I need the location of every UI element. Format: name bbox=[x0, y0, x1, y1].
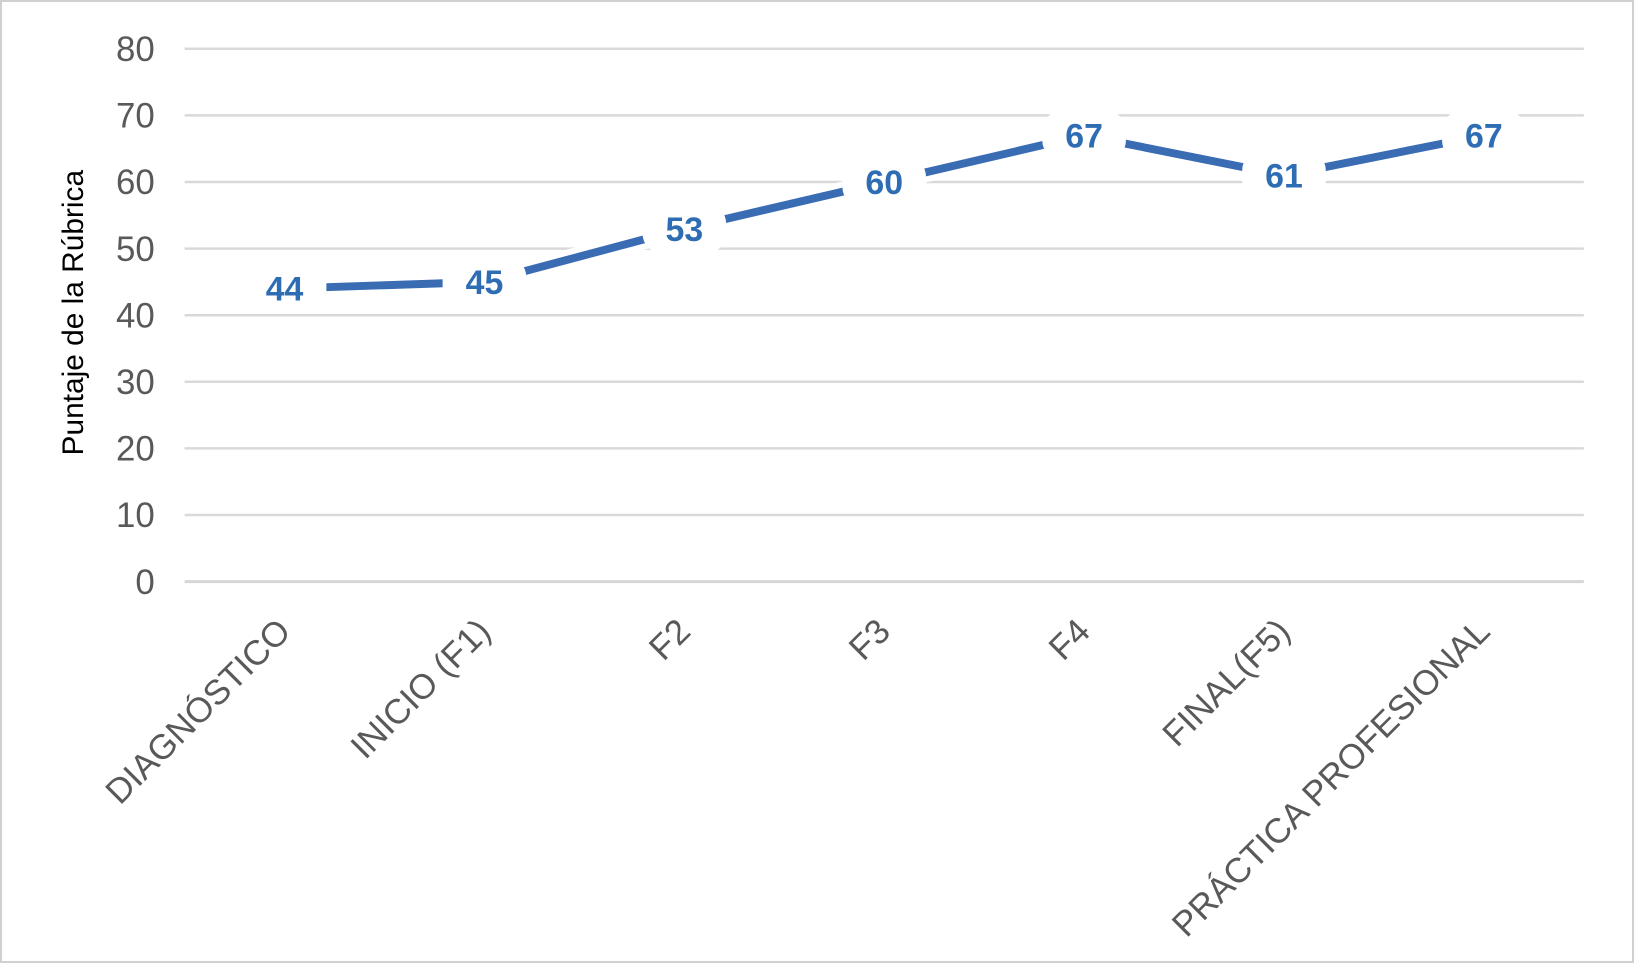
data-point-label: 67 bbox=[1465, 118, 1503, 156]
data-label-halos bbox=[242, 110, 1526, 314]
x-tick-label: F2 bbox=[642, 611, 698, 667]
x-tick-label: DIAGNÓSTICO bbox=[98, 611, 298, 811]
y-tick-label: 10 bbox=[116, 496, 155, 535]
data-point-label: 61 bbox=[1265, 158, 1303, 196]
data-label-halo bbox=[842, 157, 927, 207]
y-tick-label: 80 bbox=[116, 30, 155, 69]
x-tick-label: F4 bbox=[1041, 611, 1097, 667]
y-axis-title: Puntaje de la Rúbrica bbox=[57, 170, 90, 456]
data-label-halo bbox=[642, 203, 727, 254]
data-label-halo bbox=[1042, 110, 1126, 161]
data-label-halo bbox=[1242, 150, 1326, 201]
data-point-label: 60 bbox=[865, 164, 903, 202]
y-tick-label: 50 bbox=[116, 230, 155, 269]
y-axis-tick-labels: 0 10 20 30 40 50 60 70 80 bbox=[116, 30, 155, 602]
data-label-halo bbox=[242, 263, 327, 314]
y-tick-label: 70 bbox=[116, 97, 155, 136]
x-tick-label: PRÁCTICA PROFESIONAL bbox=[1165, 611, 1498, 944]
x-tick-label: FINAL(F5) bbox=[1155, 611, 1298, 754]
y-tick-label: 40 bbox=[116, 296, 155, 335]
data-labels: 44 45 53 60 67 61 67 bbox=[266, 118, 1503, 309]
x-axis-tick-labels: DIAGNÓSTICO INICIO (F1) F2 F3 F4 FINAL(F5)PRÁ… bbox=[98, 611, 1497, 944]
data-label-halo bbox=[1442, 110, 1526, 161]
y-tick-label: 60 bbox=[116, 163, 155, 202]
data-point-label: 53 bbox=[666, 211, 704, 249]
data-label-halo bbox=[442, 256, 527, 307]
x-tick-label: F3 bbox=[842, 611, 898, 667]
y-tick-label: 0 bbox=[135, 563, 154, 602]
y-tick-label: 30 bbox=[116, 363, 155, 402]
y-tick-label: 20 bbox=[116, 430, 155, 469]
gridlines bbox=[184, 47, 1584, 584]
data-point-label: 44 bbox=[266, 271, 304, 309]
data-point-label: 45 bbox=[466, 264, 504, 302]
x-tick-label: INICIO (F1) bbox=[343, 611, 498, 766]
data-point-label: 67 bbox=[1065, 118, 1103, 156]
